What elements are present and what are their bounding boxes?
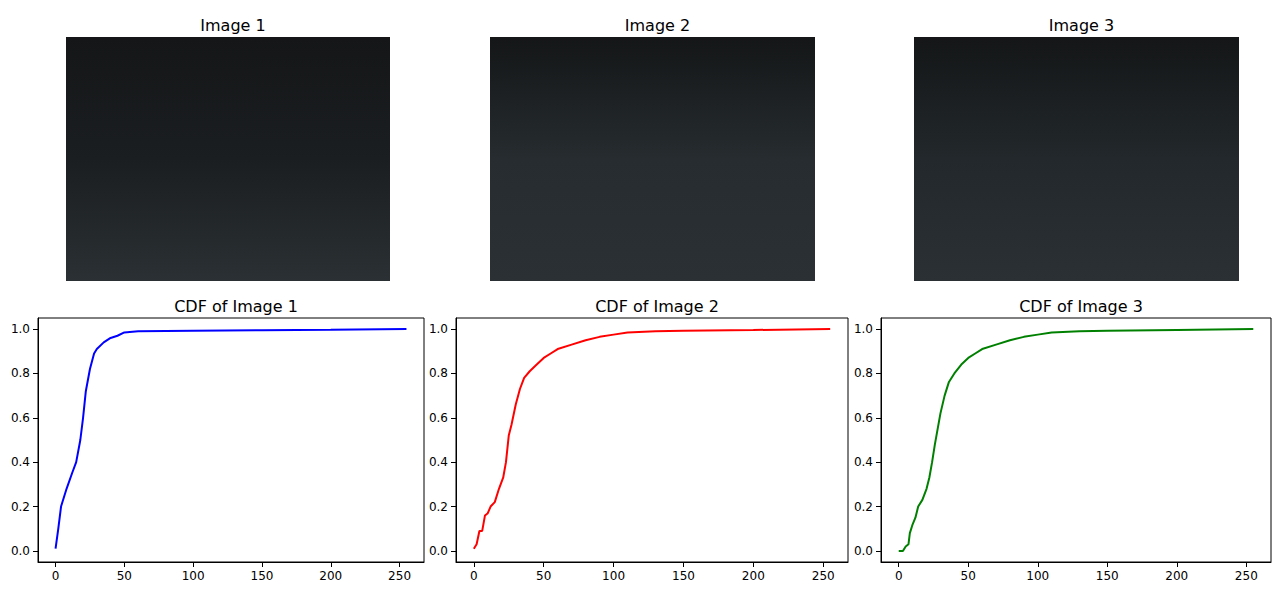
- svg-text:100: 100: [182, 569, 205, 583]
- svg-text:0.4: 0.4: [11, 455, 30, 469]
- svg-text:100: 100: [1026, 569, 1049, 583]
- svg-text:50: 50: [961, 569, 976, 583]
- svg-text:0.8: 0.8: [11, 366, 30, 380]
- svg-text:Image 2: Image 2: [625, 16, 690, 35]
- svg-text:0.2: 0.2: [11, 500, 30, 514]
- svg-text:1.0: 1.0: [854, 322, 873, 336]
- svg-text:150: 150: [251, 569, 274, 583]
- svg-text:50: 50: [536, 569, 551, 583]
- svg-text:150: 150: [672, 569, 695, 583]
- svg-text:0.4: 0.4: [854, 455, 873, 469]
- svg-text:0.2: 0.2: [429, 500, 448, 514]
- svg-text:0.6: 0.6: [854, 411, 873, 425]
- svg-text:100: 100: [602, 569, 625, 583]
- svg-text:0.0: 0.0: [854, 544, 873, 558]
- svg-text:CDF of Image 1: CDF of Image 1: [174, 297, 298, 316]
- svg-text:250: 250: [812, 569, 835, 583]
- svg-text:0.4: 0.4: [429, 455, 448, 469]
- svg-text:0.2: 0.2: [854, 500, 873, 514]
- svg-text:0: 0: [895, 569, 903, 583]
- svg-text:250: 250: [1235, 569, 1258, 583]
- svg-text:250: 250: [388, 569, 411, 583]
- svg-text:0.0: 0.0: [11, 544, 30, 558]
- svg-text:CDF of Image 3: CDF of Image 3: [1019, 297, 1143, 316]
- svg-text:150: 150: [1096, 569, 1119, 583]
- svg-text:Image 1: Image 1: [200, 16, 265, 35]
- svg-text:0.6: 0.6: [11, 411, 30, 425]
- svg-text:200: 200: [319, 569, 342, 583]
- svg-text:0.8: 0.8: [854, 366, 873, 380]
- svg-text:200: 200: [1165, 569, 1188, 583]
- svg-text:50: 50: [117, 569, 132, 583]
- svg-text:0: 0: [52, 569, 60, 583]
- svg-text:200: 200: [742, 569, 765, 583]
- svg-text:1.0: 1.0: [11, 322, 30, 336]
- svg-text:CDF of Image 2: CDF of Image 2: [595, 297, 719, 316]
- svg-text:1.0: 1.0: [429, 322, 448, 336]
- svg-text:0.8: 0.8: [429, 366, 448, 380]
- svg-text:0: 0: [470, 569, 478, 583]
- svg-text:Image 3: Image 3: [1049, 16, 1114, 35]
- svg-text:0.6: 0.6: [429, 411, 448, 425]
- svg-text:0.0: 0.0: [429, 544, 448, 558]
